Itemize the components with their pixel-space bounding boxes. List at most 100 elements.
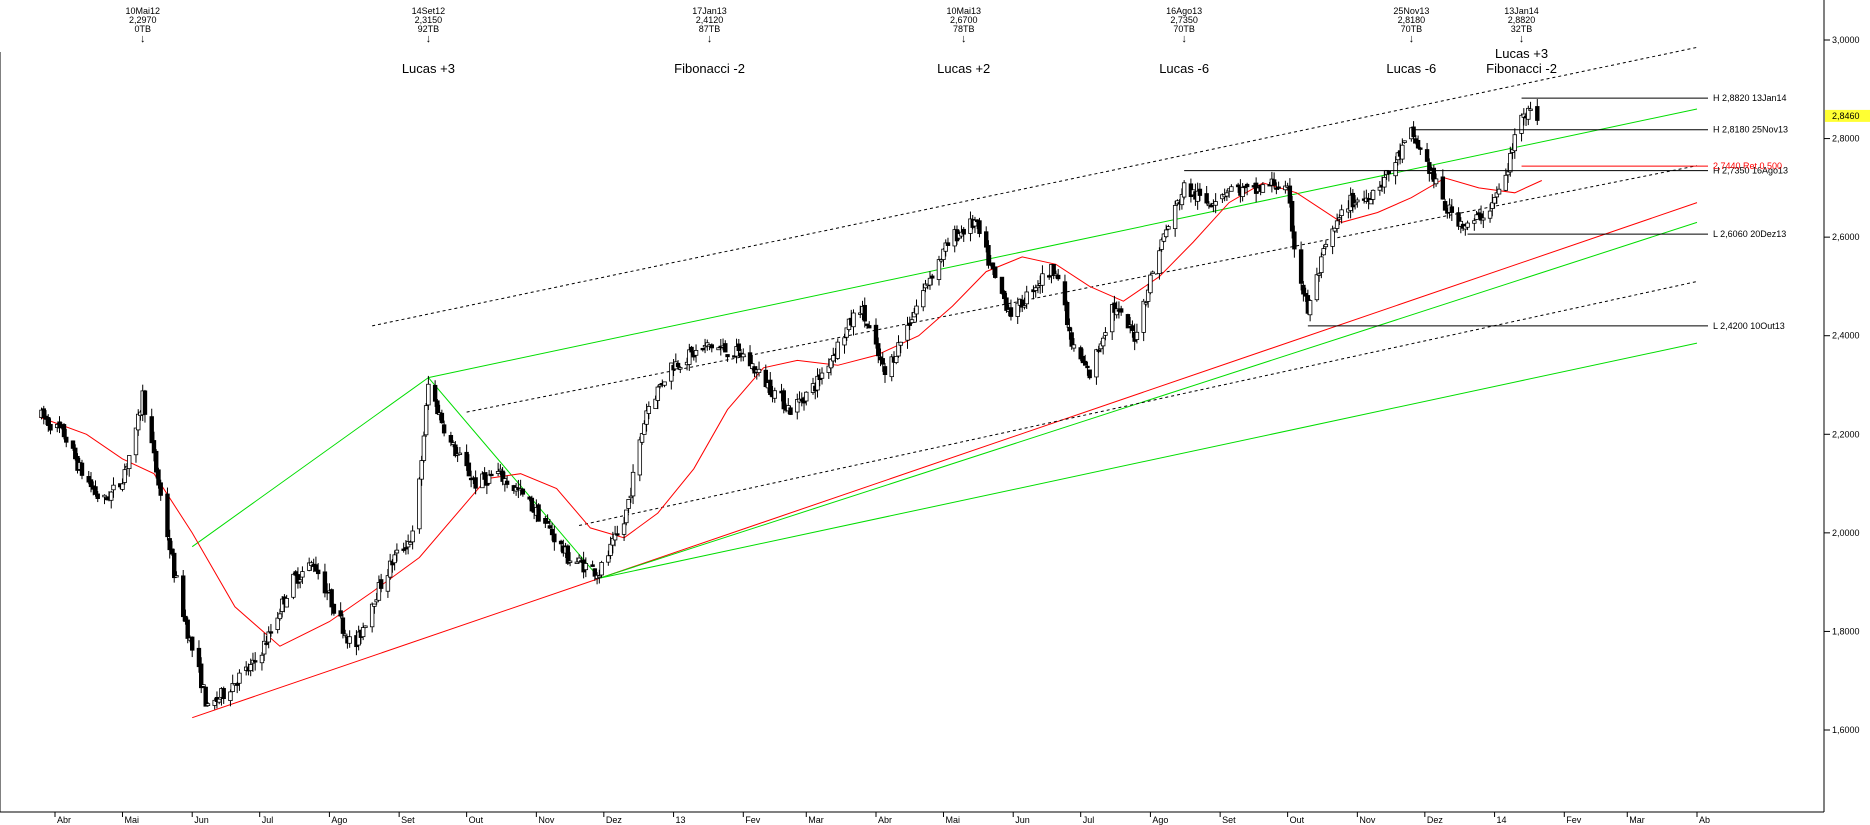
candle-body <box>369 603 375 628</box>
candle-body <box>1424 149 1430 162</box>
candle-body <box>1481 217 1486 221</box>
x-tick-label: Out <box>469 815 484 825</box>
candle-body <box>385 575 391 592</box>
candle-body <box>788 407 793 415</box>
candle-body <box>1400 144 1405 160</box>
candle-body <box>626 499 631 509</box>
candle-body <box>228 691 233 701</box>
marker-note: Fibonacci -2 <box>1486 61 1557 76</box>
x-tick-label: Set <box>401 815 415 825</box>
candle-body <box>1150 271 1155 274</box>
x-tick-label: Fev <box>1566 815 1582 825</box>
candle-body <box>1508 153 1513 173</box>
candle-body <box>1298 249 1304 284</box>
candle-body <box>1276 186 1281 189</box>
candle-body <box>1204 193 1209 204</box>
candle-body <box>315 569 321 575</box>
marker-note: Fibonacci -2 <box>674 61 745 76</box>
marker-value: 2,8820 <box>1508 15 1536 25</box>
candle-body <box>165 493 170 538</box>
candle-body <box>552 533 557 543</box>
candle-body <box>945 242 951 246</box>
candle-body <box>284 598 289 608</box>
candle-body <box>1062 281 1068 306</box>
candle-body <box>687 349 692 365</box>
candle-body <box>547 525 553 529</box>
candle-body <box>1008 307 1014 317</box>
candle-body <box>158 482 163 496</box>
candle-body <box>156 469 161 486</box>
candle-body <box>432 384 438 402</box>
candle-body <box>504 480 510 485</box>
candle-body <box>1145 289 1151 302</box>
candle-body <box>844 327 849 338</box>
candle-body <box>297 579 303 583</box>
candle-body <box>986 245 991 266</box>
marker-note: Lucas +3 <box>402 61 455 76</box>
candle-body <box>1069 332 1074 347</box>
candle-body <box>1172 205 1178 229</box>
candle-body <box>136 413 141 431</box>
candle-body <box>646 406 652 414</box>
candle-body <box>264 642 269 645</box>
marker-arrow: ↓ <box>961 33 967 45</box>
candle-body <box>417 478 422 530</box>
candle-body <box>558 540 564 545</box>
candle-body <box>1382 177 1387 188</box>
candle-body <box>1289 200 1295 232</box>
candle-body <box>1148 274 1153 294</box>
candle-body <box>291 573 296 598</box>
candle-body <box>340 617 346 634</box>
candle-body <box>363 625 368 628</box>
x-tick-label: Dez <box>1427 815 1444 825</box>
candle-body <box>907 322 912 326</box>
marker-value: 2,8180 <box>1398 15 1426 25</box>
candle-body <box>268 631 274 634</box>
candle-body <box>905 324 910 341</box>
candle-body <box>642 423 647 435</box>
candle-body <box>216 698 222 703</box>
marker-date: 13Jan14 <box>1504 6 1539 16</box>
candle-body <box>763 369 768 388</box>
candle-body <box>1402 140 1407 143</box>
candle-body <box>185 619 190 639</box>
candle-body <box>599 562 604 576</box>
y-tick-label: 1,8000 <box>1832 626 1860 636</box>
candle-body <box>1334 220 1340 229</box>
last-price-badge <box>1825 109 1870 122</box>
marker-date: 10Mai12 <box>125 6 160 16</box>
candle-body <box>1503 174 1509 191</box>
x-tick-label: Jul <box>262 815 274 825</box>
candle-body <box>1271 179 1277 186</box>
candle-body <box>259 654 265 664</box>
candle-body <box>149 416 154 444</box>
marker-bars: 0TB <box>134 24 151 34</box>
x-tick-label: Jun <box>194 815 209 825</box>
candle-body <box>331 603 337 614</box>
candle-body <box>1377 186 1383 191</box>
candle-body <box>120 483 125 490</box>
candle-body <box>1321 248 1326 256</box>
candle-body <box>977 220 982 234</box>
x-tick-label: Nov <box>1359 815 1376 825</box>
candle-body <box>230 683 235 692</box>
candle-body <box>1496 188 1502 195</box>
candle-body <box>1386 170 1392 175</box>
candle-body <box>1449 206 1455 213</box>
y-tick-label: 2,0000 <box>1832 528 1860 538</box>
candle-body <box>338 610 343 617</box>
candle-body <box>1157 250 1162 274</box>
candle-body <box>421 435 427 461</box>
candle-body <box>921 290 926 308</box>
candle-body <box>1240 187 1245 198</box>
candle-body <box>1235 184 1241 188</box>
candle-body <box>873 324 879 345</box>
candle-body <box>655 386 661 401</box>
y-tick-label: 2,2000 <box>1832 429 1860 439</box>
candle-body <box>590 564 595 567</box>
candle-body <box>1323 243 1329 248</box>
marker-note: Lucas -6 <box>1159 61 1209 76</box>
candle-body <box>473 477 478 489</box>
candle-body <box>1096 349 1101 352</box>
